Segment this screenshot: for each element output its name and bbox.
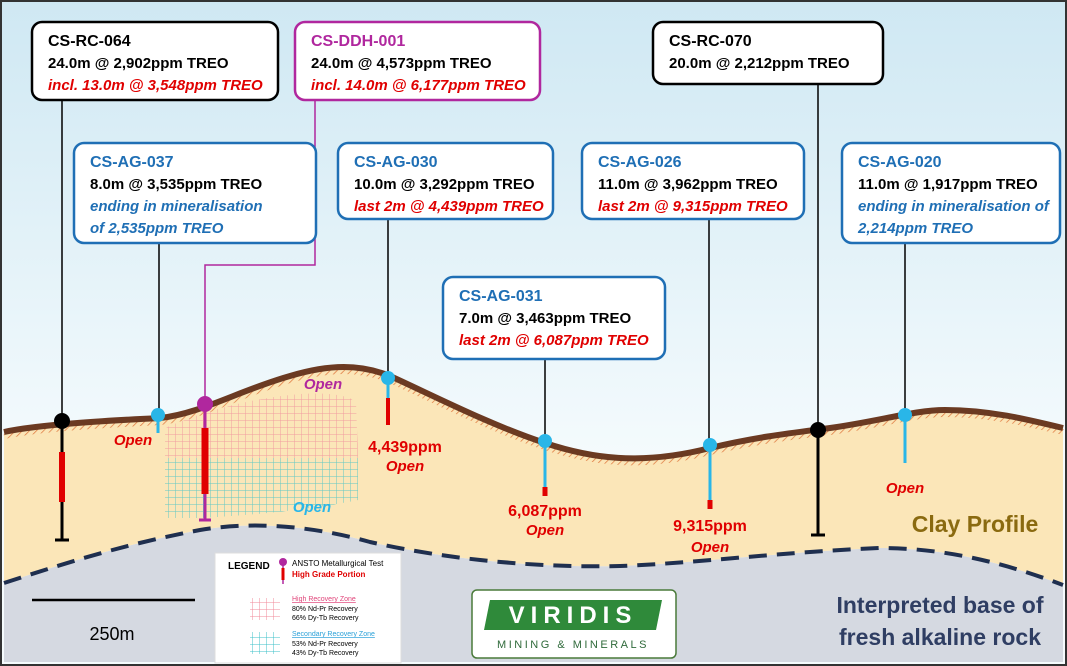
hole-annotation: Open [293, 499, 331, 516]
legend-item: 80% Nd-Pr Recovery [292, 606, 358, 613]
legend-item: Secondary Recovery Zone [292, 631, 375, 638]
logo-tagline: MINING & MINERALS [497, 639, 649, 651]
collar [151, 408, 165, 422]
legend-item: 53% Nd-Pr Recovery [292, 641, 358, 648]
callout-line: last 2m @ 4,439ppm TREO [354, 198, 544, 215]
collar [54, 413, 70, 429]
hole-annotation: Open [691, 539, 729, 556]
logo-name: VIRIDIS [509, 602, 638, 629]
hole-annotation: Open [886, 480, 924, 497]
legend-collar [279, 558, 287, 566]
legend: LEGEND ANSTO Metallurgical Test High Gra… [215, 553, 401, 663]
logo: VIRIDIS MINING & MINERALS [472, 590, 676, 658]
callout-line: 8.0m @ 3,535ppm TREO [90, 176, 263, 193]
collar [898, 408, 912, 422]
callout-title: CS-AG-026 [598, 154, 682, 171]
callout-title: CS-AG-031 [459, 288, 543, 305]
callout-line: incl. 13.0m @ 3,548ppm TREO [48, 77, 263, 94]
page: { "callouts": [ {"title": "CS-RC-064", "… [0, 0, 1067, 666]
legend-swatch [250, 598, 280, 620]
clay-profile-label: Clay Profile [912, 511, 1039, 537]
collar [810, 422, 826, 438]
callout-line: 20.0m @ 2,212ppm TREO [669, 55, 850, 72]
callout-line: incl. 14.0m @ 6,177ppm TREO [311, 77, 526, 94]
callout-line: 2,214ppm TREO [857, 220, 973, 237]
callout-line: 11.0m @ 1,917ppm TREO [858, 176, 1038, 193]
callout-title: CS-AG-030 [354, 154, 438, 171]
callout-title: CS-RC-064 [48, 33, 131, 50]
collar [381, 371, 395, 385]
callout-line: 11.0m @ 3,962ppm TREO [598, 176, 778, 193]
callout-title: CS-RC-070 [669, 33, 752, 50]
callout-line: 7.0m @ 3,463ppm TREO [459, 310, 632, 327]
cross-section: CS-RC-064 24.0m @ 2,902ppm TREO incl. 13.0… [0, 0, 1067, 666]
callout-line: 24.0m @ 4,573ppm TREO [311, 55, 492, 72]
callout-line: last 2m @ 9,315ppm TREO [598, 198, 788, 215]
collar [197, 396, 213, 412]
base-label: Interpreted base of [836, 592, 1043, 618]
collar [538, 434, 552, 448]
hole-annotation: Open [304, 376, 342, 393]
callout-line: last 2m @ 6,087ppm TREO [459, 332, 649, 349]
callout-line: 24.0m @ 2,902ppm TREO [48, 55, 229, 72]
scale-label: 250m [89, 624, 134, 644]
hole-annotation: 4,439ppm [368, 439, 442, 456]
callout-title: CS-AG-020 [858, 154, 942, 171]
hole-annotation: 6,087ppm [508, 503, 582, 520]
legend-item: ANSTO Metallurgical Test [292, 559, 384, 568]
hole-annotation: Open [386, 458, 424, 475]
hole-annotation: 9,315ppm [673, 518, 747, 535]
legend-item: 43% Dy-Tb Recovery [292, 650, 359, 657]
legend-title: LEGEND [228, 561, 270, 572]
callout-title: CS-DDH-001 [311, 33, 405, 50]
legend-swatch [250, 632, 280, 654]
hole-annotation: Open [114, 432, 152, 449]
callout-box [653, 22, 883, 84]
callout-line: ending in mineralisation of [858, 198, 1051, 215]
legend-item: 66% Dy-Tb Recovery [292, 615, 359, 622]
callout-title: CS-AG-037 [90, 154, 174, 171]
base-label: fresh alkaline rock [839, 624, 1041, 650]
callout-line: 10.0m @ 3,292ppm TREO [354, 176, 535, 193]
hole-annotation: Open [526, 522, 564, 539]
callout-line: ending in mineralisation [90, 198, 263, 215]
legend-item: High Grade Portion [292, 570, 365, 579]
legend-item: High Recovery Zone [292, 596, 356, 603]
collar [703, 438, 717, 452]
callout-line: of 2,535ppm TREO [90, 220, 224, 237]
